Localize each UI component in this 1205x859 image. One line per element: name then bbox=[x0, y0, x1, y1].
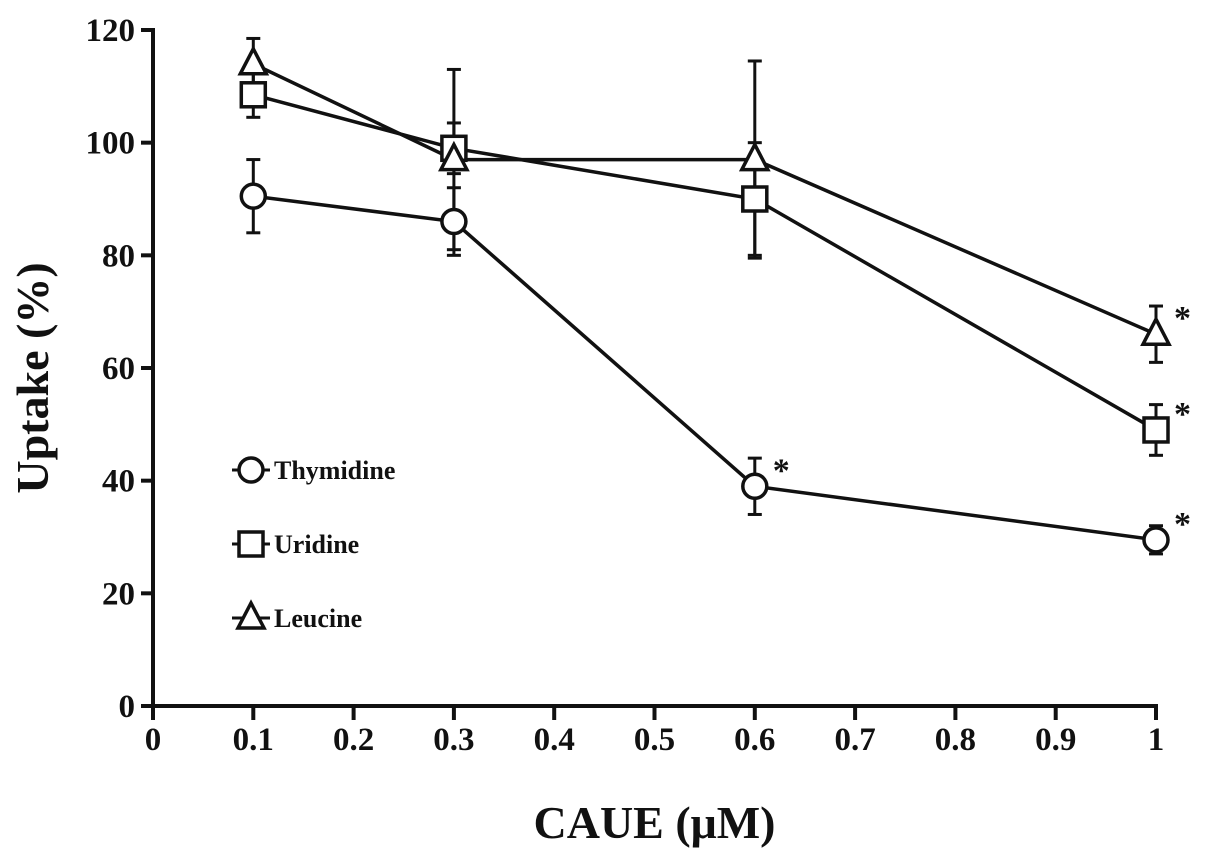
y-tick-label: 20 bbox=[102, 576, 135, 612]
y-tick-label: 40 bbox=[102, 464, 135, 500]
x-tick-label: 0.5 bbox=[634, 722, 675, 758]
data-point-leucine bbox=[1140, 315, 1172, 346]
x-tick-label: 0 bbox=[145, 722, 162, 758]
x-axis-title: CAUE (μM) bbox=[534, 797, 776, 848]
legend-label-leucine: Leucine bbox=[274, 604, 362, 633]
data-point-leucine bbox=[438, 140, 470, 172]
series-line-uridine bbox=[252, 93, 1157, 432]
significance-mark: * bbox=[1174, 396, 1191, 433]
x-tick-label: 0.6 bbox=[734, 722, 775, 758]
legend-label-thymidine: Thymidine bbox=[274, 456, 395, 485]
series-line-leucine bbox=[252, 62, 1157, 336]
series-line-thymidine bbox=[253, 194, 1157, 542]
significance-mark: * bbox=[1174, 506, 1191, 543]
data-point-leucine bbox=[237, 45, 270, 76]
x-tick-label: 0.3 bbox=[433, 722, 474, 758]
x-tick-label: 0.4 bbox=[534, 722, 575, 758]
axes: 0 20 40 60 80 100 120 0 0.1 0.2 0.3 0.4 0.5 0.6 0.7 0.8… bbox=[86, 13, 1165, 758]
legend-label-uridine: Uridine bbox=[274, 530, 359, 559]
data-point-uridine bbox=[239, 81, 268, 109]
plot-area: * * * * bbox=[237, 36, 1191, 556]
data-point-thymidine bbox=[239, 182, 268, 210]
data-point-leucine bbox=[738, 140, 771, 172]
y-tick-label: 0 bbox=[119, 689, 136, 725]
x-tick-label: 0.9 bbox=[1035, 722, 1076, 758]
y-axis-title: Uptake (%) bbox=[7, 262, 58, 493]
data-point-uridine bbox=[741, 185, 769, 213]
y-tick-label: 60 bbox=[102, 351, 135, 387]
y-tick-label: 120 bbox=[86, 13, 136, 49]
significance-mark: * bbox=[773, 452, 790, 489]
x-tick-label: 0.7 bbox=[834, 722, 875, 758]
data-point-thymidine bbox=[1142, 526, 1170, 554]
x-tick-label: 0.1 bbox=[233, 722, 274, 758]
data-point-uridine bbox=[1142, 416, 1170, 444]
y-tick-label: 100 bbox=[86, 126, 136, 162]
x-tick-label: 1 bbox=[1148, 722, 1165, 758]
y-tick-label: 80 bbox=[102, 238, 135, 274]
legend-marker-thymidine bbox=[237, 456, 265, 484]
data-point-thymidine bbox=[741, 472, 769, 501]
data-point-thymidine bbox=[440, 207, 468, 236]
x-tick-label: 0.2 bbox=[333, 722, 374, 758]
legend: Thymidine Uridine Leucine bbox=[232, 456, 395, 633]
x-tick-label: 0.8 bbox=[935, 722, 976, 758]
legend-marker-leucine bbox=[235, 599, 267, 630]
legend-marker-uridine bbox=[237, 530, 265, 558]
significance-mark: * bbox=[1174, 300, 1191, 337]
